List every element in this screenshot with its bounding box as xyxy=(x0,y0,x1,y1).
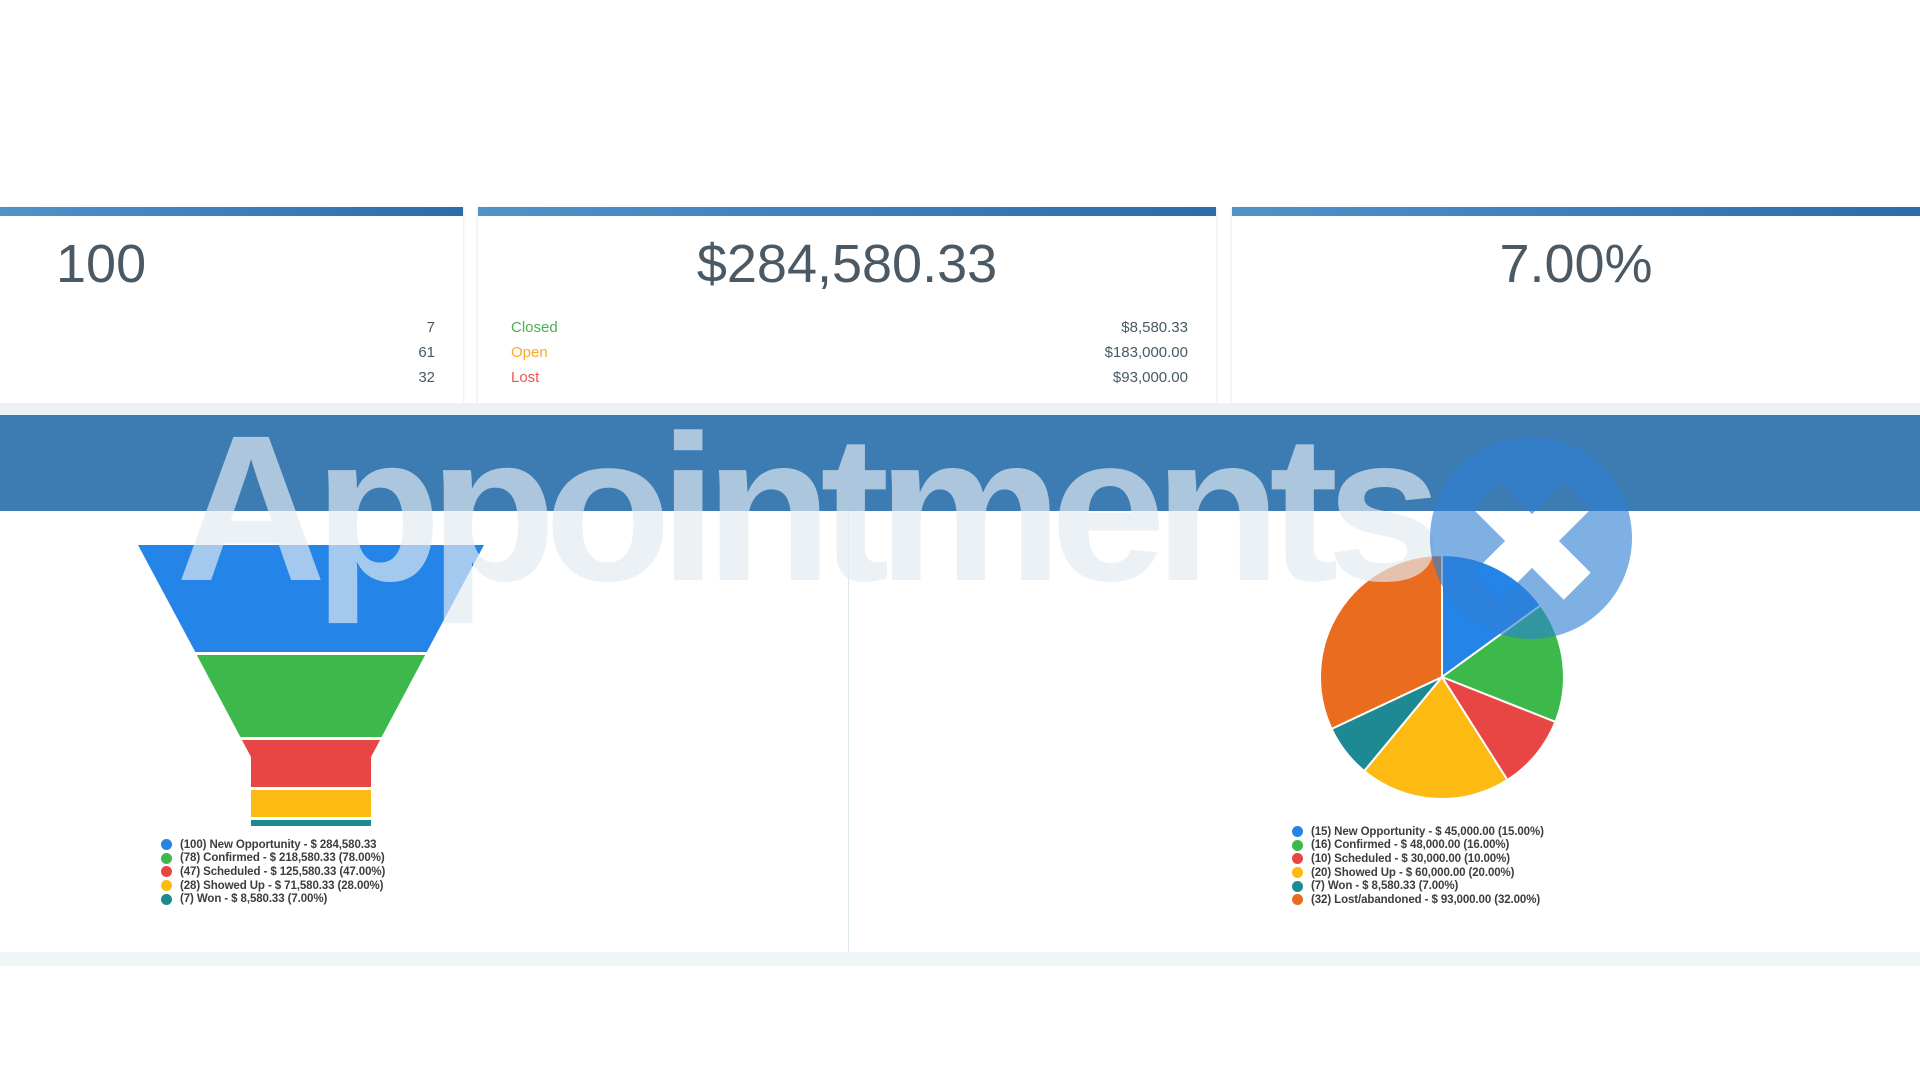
legend-item-new-opportunity[interactable]: (15) New Opportunity - $ 45,000.00 (15.0… xyxy=(1292,825,1544,839)
legend-item-lost-abandoned[interactable]: (32) Lost/abandoned - $ 93,000.00 (32.00… xyxy=(1292,893,1544,907)
legend-dot xyxy=(1292,826,1303,838)
metric-row: 7 xyxy=(0,315,463,340)
metric-card-win-rate: 7.00% xyxy=(1232,207,1920,403)
card-accent-bar xyxy=(1232,207,1920,216)
legend-label: (7) Won - $ 8,580.33 (7.00%) xyxy=(1311,880,1459,893)
funnel-segment-scheduled[interactable] xyxy=(241,740,381,787)
metric-row: Closed $8,580.33 xyxy=(478,315,1216,340)
appointments-pie-chart[interactable] xyxy=(1319,554,1565,800)
card-accent-bar xyxy=(0,207,463,216)
legend-dot xyxy=(1292,867,1303,879)
legend-label: (78) Confirmed - $ 218,580.33 (78.00%) xyxy=(180,852,385,865)
metric-row-label: Closed xyxy=(511,319,558,336)
legend-dot xyxy=(161,893,172,905)
metric-row-value: $183,000.00 xyxy=(1104,344,1188,361)
divider-band xyxy=(0,403,1920,415)
legend-label: (28) Showed Up - $ 71,580.33 (28.00%) xyxy=(180,879,384,892)
legend-item-won[interactable]: (7) Won - $ 8,580.33 (7.00%) xyxy=(161,892,385,906)
legend-dot xyxy=(161,880,172,892)
legend-label: (32) Lost/abandoned - $ 93,000.00 (32.00… xyxy=(1311,893,1541,906)
metric-row-value: 61 xyxy=(418,344,435,361)
close-icon[interactable] xyxy=(1430,437,1632,639)
legend-dot xyxy=(1292,853,1303,865)
metric-row: 61 xyxy=(0,340,463,365)
legend-label: (16) Confirmed - $ 48,000.00 (16.00%) xyxy=(1311,839,1510,852)
legend-label: (10) Scheduled - $ 30,000.00 (10.00%) xyxy=(1311,852,1510,865)
card-rows: Closed $8,580.33 Open $183,000.00 Lost $93,00… xyxy=(478,315,1216,390)
metric-row: Lost $93,000.00 xyxy=(478,365,1216,390)
legend-dot xyxy=(1292,894,1303,906)
pie-slice-scheduled[interactable] xyxy=(1441,676,1557,781)
metric-row-label: Open xyxy=(511,344,548,361)
pie-slice-showed-up[interactable] xyxy=(1363,676,1509,800)
metric-row-value: $8,580.33 xyxy=(1121,319,1188,336)
metric-row-value: 7 xyxy=(426,319,435,336)
appointments-funnel-chart[interactable] xyxy=(138,545,484,827)
funnel-segment-won[interactable] xyxy=(251,820,371,826)
legend-dot xyxy=(1292,839,1303,851)
legend-label: (15) New Opportunity - $ 45,000.00 (15.0… xyxy=(1311,825,1544,838)
legend-label: (47) Scheduled - $ 125,580.33 (47.00%) xyxy=(180,865,386,878)
metric-row: Open $183,000.00 xyxy=(478,340,1216,365)
metric-row-value: 32 xyxy=(418,369,435,386)
legend-item-scheduled[interactable]: (47) Scheduled - $ 125,580.33 (47.00%) xyxy=(161,865,385,879)
legend-item-showed-up[interactable]: (20) Showed Up - $ 60,000.00 (20.00%) xyxy=(1292,866,1544,880)
metric-row-value: $93,000.00 xyxy=(1112,369,1188,386)
legend-label: (20) Showed Up - $ 60,000.00 (20.00%) xyxy=(1311,866,1515,879)
metric-card-appointments-count: 100 7 61 32 xyxy=(0,207,463,403)
appointments-amount-value: $284,580.33 xyxy=(696,234,998,294)
legend-item-scheduled[interactable]: (10) Scheduled - $ 30,000.00 (10.00%) xyxy=(1292,852,1544,866)
metric-card-appointments-amount: $284,580.33 Closed $8,580.33 Open $183,000.… xyxy=(478,207,1216,403)
close-icon-shape xyxy=(1430,437,1632,639)
legend-dot xyxy=(1292,880,1303,892)
metric-row-label: Lost xyxy=(511,369,540,386)
legend-item-confirmed[interactable]: (16) Confirmed - $ 48,000.00 (16.00%) xyxy=(1292,839,1544,853)
legend-dot xyxy=(161,852,172,864)
legend-label: (7) Won - $ 8,580.33 (7.00%) xyxy=(180,893,328,906)
legend-label: (100) New Opportunity - $ 284,580.33 xyxy=(180,838,377,851)
legend-item-won[interactable]: (7) Won - $ 8,580.33 (7.00%) xyxy=(1292,879,1544,893)
legend-item-showed-up[interactable]: (28) Showed Up - $ 71,580.33 (28.00%) xyxy=(161,879,385,893)
legend-item-confirmed[interactable]: (78) Confirmed - $ 218,580.33 (78.00%) xyxy=(161,852,385,866)
funnel-segment-new-opportunity[interactable] xyxy=(138,545,484,652)
card-accent-bar xyxy=(478,207,1216,216)
appointments-banner xyxy=(0,415,1920,511)
funnel-segment-showed-up[interactable] xyxy=(251,790,371,817)
funnel-segment-confirmed[interactable] xyxy=(196,655,426,737)
pie-slice-lost-abandoned[interactable] xyxy=(1319,554,1443,730)
divider-band xyxy=(0,952,1920,966)
funnel-legend: (100) New Opportunity - $ 284,580.33 (78)… xyxy=(161,838,385,906)
card-rows: 7 61 32 xyxy=(0,315,463,390)
legend-dot xyxy=(161,839,172,851)
metric-row: 32 xyxy=(0,365,463,390)
pie-legend: (15) New Opportunity - $ 45,000.00 (15.0… xyxy=(1292,825,1544,907)
appointments-count-value: 100 xyxy=(56,234,147,294)
legend-dot xyxy=(161,866,172,878)
win-rate-value: 7.00% xyxy=(1499,234,1653,294)
legend-item-new-opportunity[interactable]: (100) New Opportunity - $ 284,580.33 xyxy=(161,838,385,852)
